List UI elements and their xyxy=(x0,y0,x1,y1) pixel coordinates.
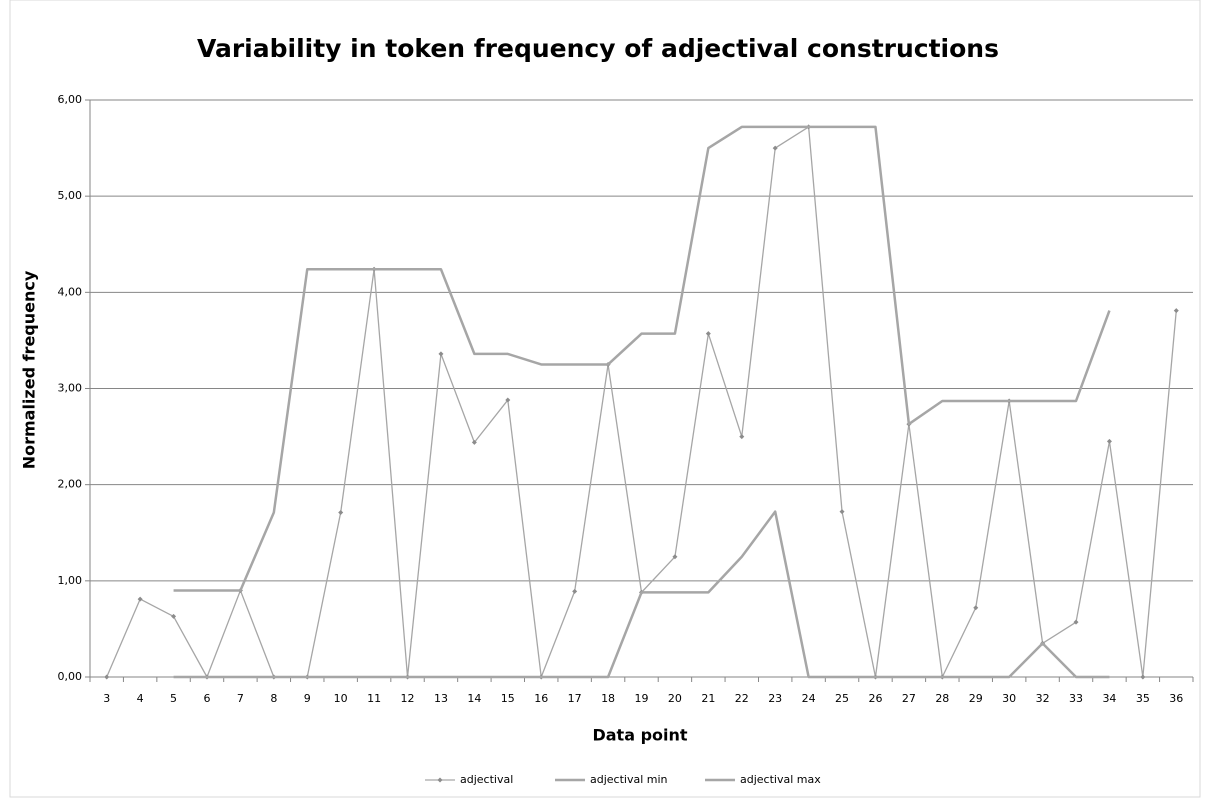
x-tick-label: 16 xyxy=(534,692,548,705)
x-tick-label: 20 xyxy=(668,692,682,705)
point-marker xyxy=(572,588,578,594)
y-tick-label: 0,00 xyxy=(58,670,83,683)
x-tick-label: 8 xyxy=(270,692,277,705)
y-axis-title: Normalized frequency xyxy=(20,270,39,469)
x-tick-label: 21 xyxy=(701,692,715,705)
point-marker xyxy=(338,510,344,516)
x-tick-label: 7 xyxy=(237,692,244,705)
point-marker xyxy=(839,509,845,515)
x-tick-label: 25 xyxy=(835,692,849,705)
x-tick-label: 5 xyxy=(170,692,177,705)
series-line xyxy=(173,125,1111,592)
x-tick-label: 33 xyxy=(1069,692,1083,705)
y-tick-label: 4,00 xyxy=(58,285,83,298)
y-tick-label: 2,00 xyxy=(58,478,83,491)
x-tick-label: 19 xyxy=(635,692,649,705)
x-tick-label: 23 xyxy=(768,692,782,705)
x-tick-label: 17 xyxy=(568,692,582,705)
point-marker xyxy=(1073,619,1079,625)
point-marker xyxy=(171,613,177,619)
x-tick-label: 29 xyxy=(969,692,983,705)
point-marker xyxy=(705,331,711,337)
x-tick-label: 12 xyxy=(401,692,415,705)
y-tick-label: 1,00 xyxy=(58,574,83,587)
legend-label: adjectival max xyxy=(740,773,821,786)
x-tick-label: 22 xyxy=(735,692,749,705)
point-marker xyxy=(672,554,678,560)
y-tick-label: 6,00 xyxy=(58,93,83,106)
legend-label: adjectival min xyxy=(590,773,668,786)
x-tick-label: 24 xyxy=(802,692,816,705)
x-tick-label: 3 xyxy=(103,692,110,705)
chart-title: Variability in token frequency of adject… xyxy=(197,34,999,63)
point-marker xyxy=(137,596,143,602)
point-marker xyxy=(505,397,511,403)
x-tick-label: 30 xyxy=(1002,692,1016,705)
y-tick-label: 5,00 xyxy=(58,189,83,202)
point-marker xyxy=(438,351,444,357)
x-tick-label: 4 xyxy=(137,692,144,705)
series-line xyxy=(173,510,1110,679)
x-tick-label: 32 xyxy=(1036,692,1050,705)
x-tick-label: 27 xyxy=(902,692,916,705)
point-marker xyxy=(104,674,110,680)
x-tick-label: 18 xyxy=(601,692,615,705)
x-tick-label: 36 xyxy=(1169,692,1183,705)
x-tick-label: 34 xyxy=(1102,692,1116,705)
point-marker xyxy=(471,439,477,445)
x-tick-label: 6 xyxy=(203,692,210,705)
y-tick-label: 3,00 xyxy=(58,382,83,395)
point-marker xyxy=(1140,674,1146,680)
x-tick-label: 28 xyxy=(935,692,949,705)
x-tick-label: 14 xyxy=(467,692,481,705)
x-tick-label: 26 xyxy=(868,692,882,705)
point-marker xyxy=(1106,438,1112,444)
x-tick-label: 10 xyxy=(334,692,348,705)
chart-frame xyxy=(9,0,1201,798)
x-tick-label: 9 xyxy=(304,692,311,705)
point-marker xyxy=(1173,308,1179,314)
point-marker xyxy=(772,145,778,151)
x-tick-label: 13 xyxy=(434,692,448,705)
legend-marker xyxy=(437,777,443,783)
x-tick-label: 15 xyxy=(501,692,515,705)
point-marker xyxy=(739,434,745,440)
point-marker xyxy=(973,605,979,611)
x-tick-label: 11 xyxy=(367,692,381,705)
x-axis-title: Data point xyxy=(592,726,687,745)
x-tick-label: 35 xyxy=(1136,692,1150,705)
legend-label: adjectival xyxy=(460,773,513,786)
